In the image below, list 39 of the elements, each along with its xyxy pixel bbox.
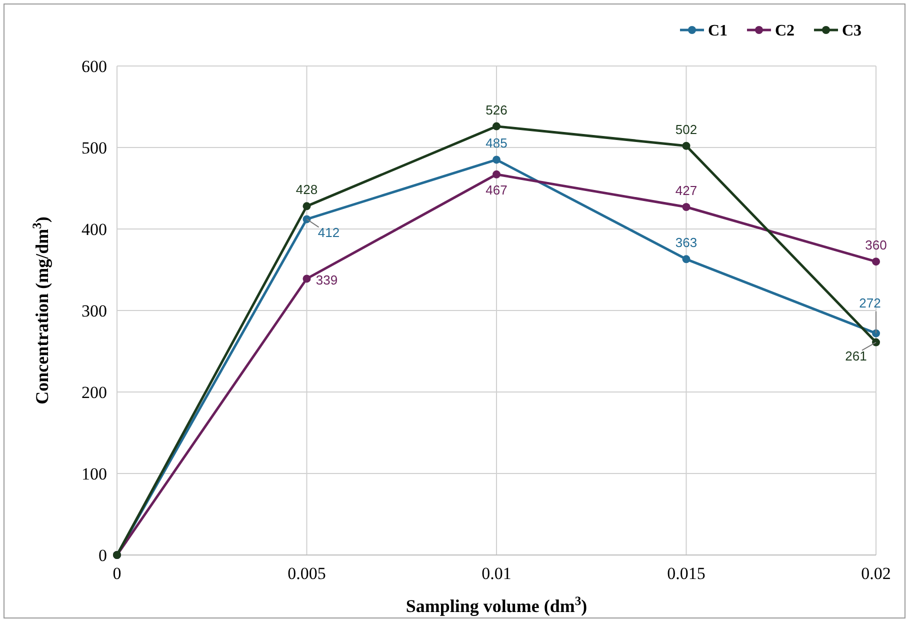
point <box>872 258 880 266</box>
data-label: 485 <box>486 136 508 151</box>
point <box>682 255 690 264</box>
legend-label: C2 <box>775 22 795 40</box>
point <box>492 156 500 164</box>
data-label: 339 <box>316 272 338 288</box>
point <box>302 202 311 210</box>
point <box>682 142 690 150</box>
data-label: 360 <box>865 238 887 253</box>
x-tick-label: 0.02 <box>861 564 891 583</box>
y-tick-label: 600 <box>82 56 107 76</box>
point <box>872 338 880 346</box>
data-label: 428 <box>296 182 318 198</box>
legend-label: C3 <box>842 22 862 40</box>
x-axis-title: Sampling volume (dm$^{3}$) <box>406 594 588 616</box>
x-tick-label: 0 <box>112 564 122 583</box>
data-label: 363 <box>675 235 698 250</box>
y-tick-label: 200 <box>82 382 107 402</box>
y-tick-label: 500 <box>82 138 107 158</box>
point <box>492 170 500 178</box>
data-label: 502 <box>675 122 698 137</box>
point <box>682 202 690 211</box>
y-tick-label: 0 <box>98 546 107 565</box>
data-label: 467 <box>486 182 508 198</box>
data-label: 526 <box>486 102 508 118</box>
x-tick-label: 0.01 <box>482 564 512 583</box>
y-tick-label: 400 <box>82 220 107 239</box>
y-tick-label: 100 <box>82 464 107 484</box>
data-label: 272 <box>859 295 881 310</box>
point <box>492 122 500 130</box>
x-tick-label: 0.005 <box>288 564 326 583</box>
data-label: 261 <box>845 348 867 364</box>
legend-label: C1 <box>708 22 728 40</box>
data-label: 427 <box>675 182 698 198</box>
point <box>302 274 311 283</box>
x-tick-label: 0.015 <box>667 564 706 583</box>
point <box>872 329 880 338</box>
data-label: 412 <box>318 225 340 240</box>
y-tick-label: 300 <box>82 301 107 320</box>
